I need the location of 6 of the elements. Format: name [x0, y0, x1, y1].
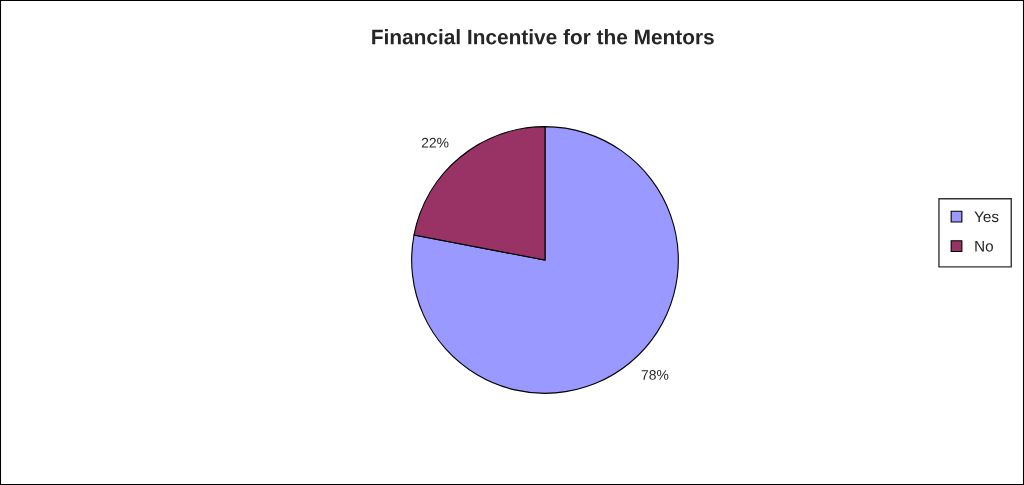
legend-label: Yes [974, 211, 999, 223]
pie-slice [411, 126, 679, 394]
legend-label: No [975, 241, 993, 252]
data-label: 22% [421, 137, 449, 148]
chart-title: Financial Incentive for the Mentors [372, 29, 714, 45]
data-label: 78% [641, 369, 669, 380]
